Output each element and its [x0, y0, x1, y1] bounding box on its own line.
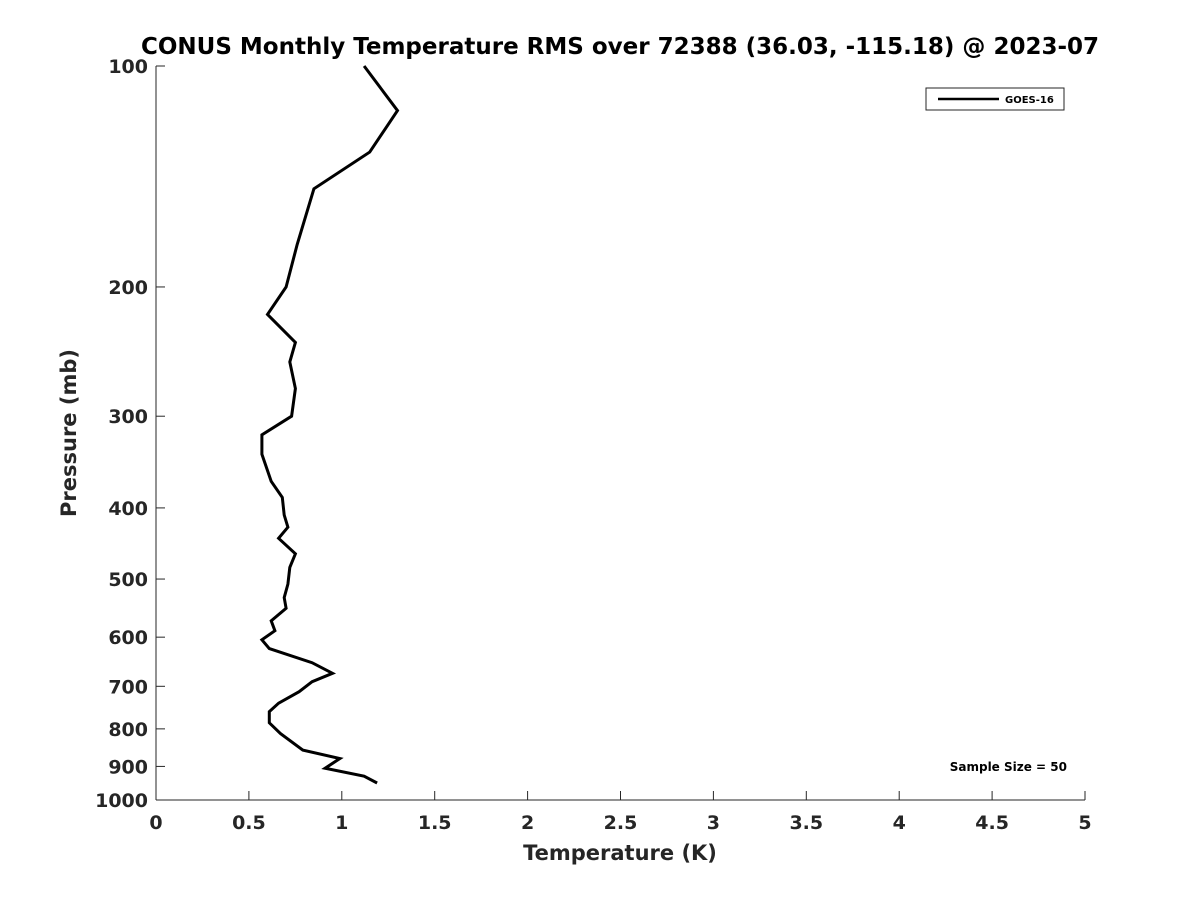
x-tick-label: 2.5: [604, 812, 638, 834]
series-layer: [259, 65, 400, 785]
plot-axes: [155, 66, 1085, 801]
x-tick-label: 0: [149, 812, 162, 834]
x-axis-ticks: 0 0.5 1 1.5 2 2.5 3 3.5 4 4.5 5: [149, 791, 1092, 834]
x-tick-label: 2: [521, 812, 534, 834]
y-tick-label: 300: [108, 406, 148, 428]
y-axis-label: Pressure (mb): [57, 349, 81, 517]
x-tick-label: 0.5: [232, 812, 266, 834]
y-tick-label: 200: [108, 277, 148, 299]
x-tick-label: 5: [1078, 812, 1091, 834]
series-line-goes-16: [259, 65, 400, 785]
x-tick-label: 1.5: [418, 812, 452, 834]
legend: GOES-16: [925, 87, 1065, 111]
sample-size-annotation: Sample Size = 50: [950, 760, 1067, 774]
x-tick-label: 3.5: [789, 812, 823, 834]
y-tick-label: 100: [108, 56, 148, 78]
y-tick-label: 500: [108, 569, 148, 591]
y-tick-label: 700: [108, 676, 148, 698]
x-tick-label: 4: [893, 812, 906, 834]
y-tick-label: 1000: [95, 790, 148, 812]
y-tick-label: 400: [108, 498, 148, 520]
y-axis-ticks: 100 200 300 400 500 600 700 800 900 1000: [95, 56, 165, 812]
y-tick-label: 600: [108, 627, 148, 649]
x-tick-label: 3: [707, 812, 720, 834]
x-tick-label: 4.5: [975, 812, 1009, 834]
legend-entry-goes-16: GOES-16: [1005, 95, 1054, 106]
x-axis-label: Temperature (K): [523, 841, 717, 865]
y-tick-label: 900: [108, 756, 148, 778]
y-tick-label: 800: [108, 719, 148, 741]
chart-title: CONUS Monthly Temperature RMS over 72388…: [141, 34, 1099, 60]
x-tick-label: 1: [335, 812, 348, 834]
